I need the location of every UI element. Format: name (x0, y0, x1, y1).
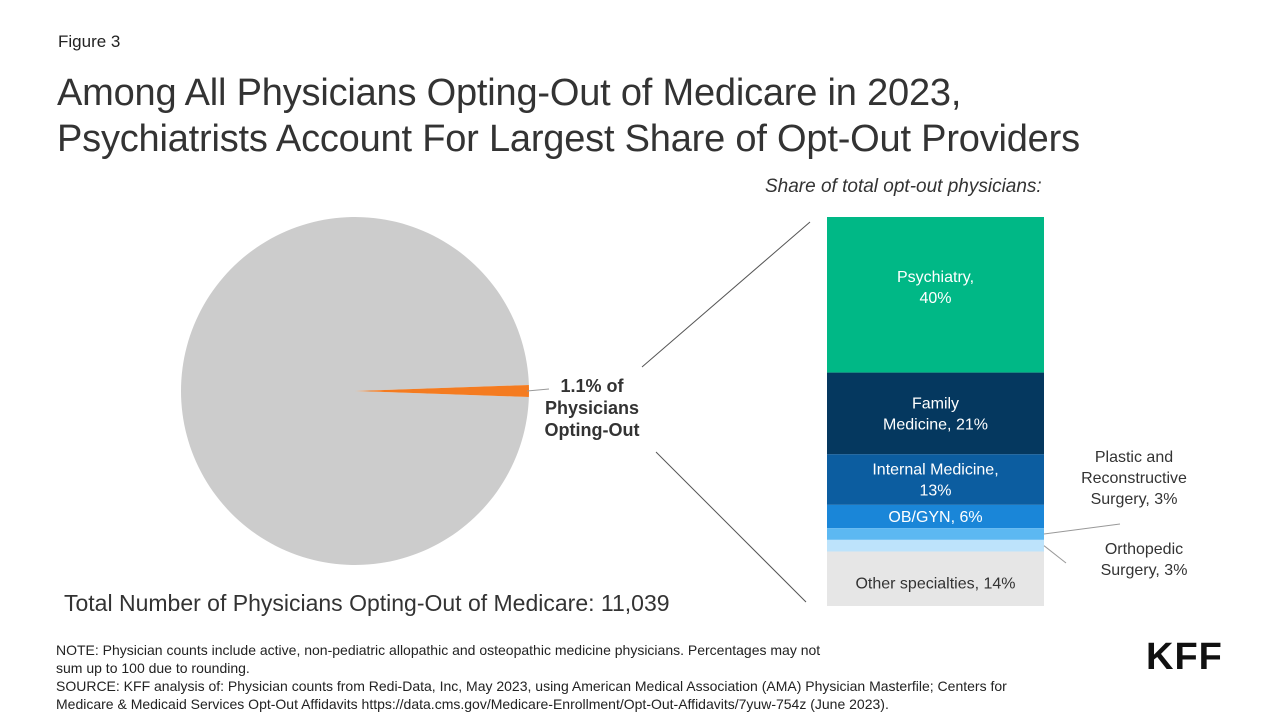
pie-annotation-text: Physicians (545, 398, 639, 418)
kff-logo: KFF (1146, 636, 1223, 678)
bar-label-leader-line (1043, 523, 1121, 535)
bar-segment-psychiatry (827, 217, 1044, 373)
bar-segment-label: 40% (919, 290, 951, 307)
bar-segment-label: Psychiatry, (897, 269, 974, 286)
bar-segment-label: Internal Medicine, (872, 462, 998, 479)
note-line: sum up to 100 due to rounding. (56, 660, 250, 676)
pie-slice-not-opting-out (180, 217, 529, 566)
chart-title: Among All Physicians Opting-Out of Medic… (57, 70, 1257, 162)
pie-slice-opting-out (355, 384, 529, 398)
bar-segment-label: Family (912, 396, 959, 413)
bar-segment-ob-gyn (827, 504, 1044, 529)
bar-segment-outside-label: Plastic and (1095, 449, 1173, 466)
zoom-connector-top (641, 221, 811, 368)
bar-segment-other-specialties (827, 551, 1044, 606)
pie-annotation-text: Opting-Out (545, 420, 640, 440)
stacked-bar-title: Share of total opt-out physicians: (765, 176, 1042, 197)
bar-segment-family-medicine (827, 372, 1044, 455)
source-line: Medicare & Medicaid Services Opt-Out Aff… (56, 696, 889, 712)
note-line: NOTE: Physician counts include active, n… (56, 642, 821, 658)
bar-segment-label: 13% (919, 483, 951, 500)
figure-label: Figure 3 (58, 32, 121, 51)
bar-segment-outside-label: Surgery, 3% (1101, 562, 1188, 579)
total-physicians-label: Total Number of Physicians Opting-Out of… (64, 590, 670, 616)
chart-title-line: Psychiatrists Account For Largest Share … (57, 118, 1080, 160)
bar-segment-orthopedic-surgery (827, 539, 1044, 552)
zoom-connector-bottom (655, 451, 807, 603)
bar-segment-label: OB/GYN, 6% (888, 509, 982, 526)
bar-segment-outside-label: Surgery, 3% (1091, 491, 1178, 508)
bar-segment-label: Medicine, 21% (883, 417, 988, 434)
source-note: NOTE: Physician counts include active, n… (56, 641, 1236, 713)
bar-segment-outside-label: Orthopedic (1105, 541, 1183, 558)
chart-title-line: Among All Physicians Opting-Out of Medic… (57, 72, 962, 114)
source-line: SOURCE: KFF analysis of: Physician count… (56, 678, 1007, 694)
bar-label-leader-line (1043, 545, 1067, 564)
bar-segment-internal-medicine (827, 454, 1044, 505)
pie-leader-line (526, 388, 550, 392)
bar-segment-plastic-and-reconstructive-surgery (827, 528, 1044, 540)
bar-segment-outside-label: Reconstructive (1081, 470, 1187, 487)
pie-annotation-text: 1.1% of (560, 376, 624, 396)
bar-segment-label: Other specialties, 14% (855, 575, 1015, 592)
